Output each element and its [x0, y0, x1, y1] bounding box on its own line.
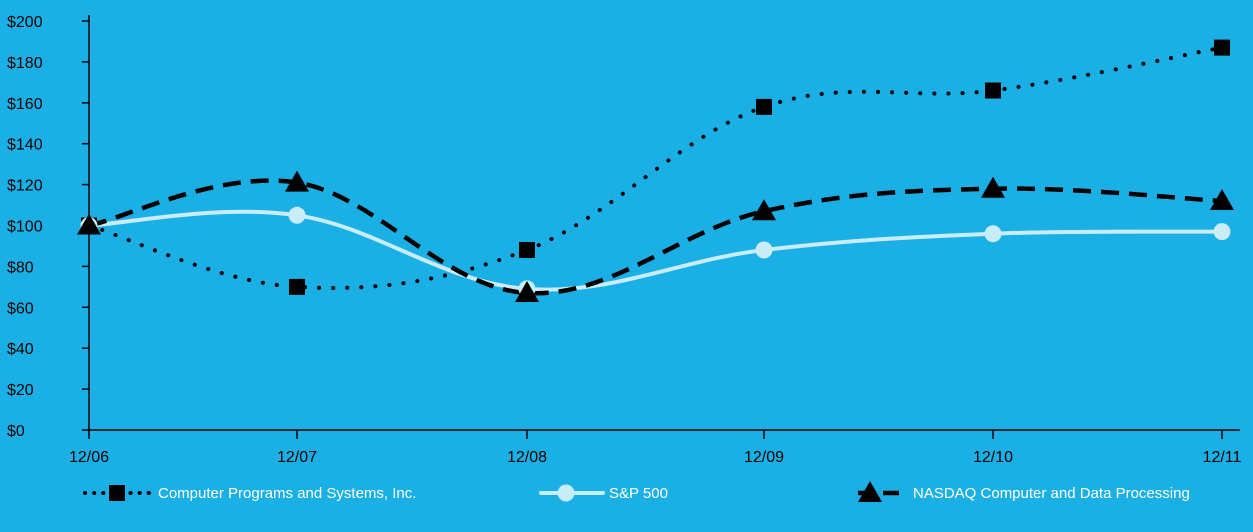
legend-marker-triangle — [858, 481, 882, 502]
series-lines — [87, 45, 1224, 296]
legend-item: NASDAQ Computer and Data Processing — [858, 481, 1190, 502]
x-tick-label: 12/06 — [69, 449, 109, 466]
data-point-circle — [984, 225, 1002, 243]
x-tick-label: 12/07 — [277, 449, 317, 466]
x-tick-label: 12/09 — [744, 449, 784, 466]
axes — [88, 15, 1240, 431]
y-tick-label: $180 — [7, 55, 43, 72]
data-point-triangle — [1210, 189, 1234, 210]
data-point-triangle — [77, 213, 101, 235]
data-point-square — [1214, 39, 1230, 56]
legend-label: NASDAQ Computer and Data Processing — [913, 485, 1190, 502]
series-markers — [77, 39, 1234, 302]
y-tick-label: $160 — [7, 96, 43, 113]
data-point-triangle — [981, 176, 1005, 198]
data-point-circle — [755, 241, 773, 259]
y-axis-ticks: $0 $20 $40 $60 $80 $100 $120 $140 $160 $180 $200 — [7, 14, 89, 440]
series-line-triangle — [88, 178, 1223, 296]
data-point-square — [756, 98, 772, 115]
x-axis-ticks: 12/06 12/07 12/08 12/09 12/10 12/11 — [69, 430, 1242, 466]
data-point-triangle — [752, 199, 776, 221]
y-tick-label: $100 — [7, 219, 43, 236]
data-point-triangle — [515, 281, 539, 302]
y-tick-label: $0 — [7, 423, 25, 440]
y-tick-label: $120 — [7, 178, 43, 195]
data-point-triangle — [285, 170, 309, 192]
x-tick-label: 12/11 — [1203, 449, 1242, 466]
data-point-square — [289, 278, 305, 295]
data-point-circle — [288, 206, 306, 224]
y-tick-label: $40 — [7, 341, 34, 358]
legend-label: Computer Programs and Systems, Inc. — [158, 485, 416, 502]
legend-marker-circle — [557, 484, 575, 502]
y-tick-label: $140 — [7, 137, 43, 154]
data-point-square — [985, 82, 1001, 99]
y-tick-label: $20 — [7, 382, 34, 399]
legend-label: S&P 500 — [609, 485, 668, 502]
data-point-square — [519, 242, 535, 258]
x-tick-label: 12/08 — [507, 449, 547, 466]
y-tick-label: $80 — [7, 259, 34, 276]
legend-item: Computer Programs and Systems, Inc. — [83, 485, 416, 502]
series-line-circle — [87, 209, 1224, 292]
y-tick-label: $200 — [7, 14, 43, 31]
series-line-square — [87, 45, 1224, 290]
y-tick-label: $60 — [7, 300, 34, 317]
legend-marker-square — [109, 485, 125, 501]
data-point-circle — [1213, 223, 1231, 241]
x-tick-label: 12/10 — [973, 449, 1013, 466]
legend: Computer Programs and Systems, Inc. S&P 5… — [83, 481, 1190, 502]
legend-item: S&P 500 — [539, 484, 668, 502]
